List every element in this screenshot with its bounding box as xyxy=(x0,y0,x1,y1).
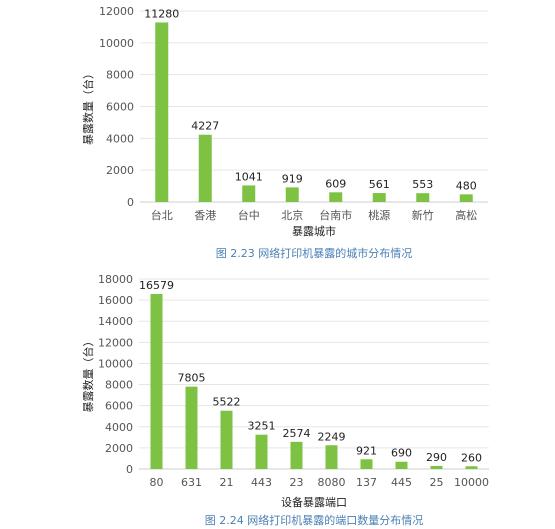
bar xyxy=(372,193,386,202)
bar xyxy=(155,22,169,203)
bar xyxy=(255,434,268,469)
x-tick-label: 台北 xyxy=(151,208,173,222)
data-label: 5522 xyxy=(213,396,241,409)
x-tick-label: 631 xyxy=(181,476,202,489)
data-label: 2249 xyxy=(318,430,346,443)
y-axis-label: 暴露数量（台） xyxy=(81,336,95,413)
data-label: 260 xyxy=(461,451,482,464)
data-label: 921 xyxy=(356,444,377,457)
bar xyxy=(430,465,443,469)
y-tick-label: 10000 xyxy=(98,357,133,370)
x-tick-label: 10000 xyxy=(454,476,489,489)
x-tick-label: 高松 xyxy=(455,208,477,222)
y-tick-label: 18000 xyxy=(98,273,133,286)
data-label: 11280 xyxy=(144,7,179,20)
figure-caption: 图 2.24 网络打印机暴露的端口数量分布情况 xyxy=(205,513,423,527)
y-tick-label: 4000 xyxy=(105,421,133,434)
y-tick-label: 4000 xyxy=(106,132,134,145)
x-tick-label: 8080 xyxy=(318,476,346,489)
x-axis-label: 暴露城市 xyxy=(292,224,336,238)
bar xyxy=(395,461,408,469)
x-tick-label: 25 xyxy=(430,476,444,489)
data-label: 1041 xyxy=(235,170,263,183)
bar xyxy=(185,386,198,469)
bar xyxy=(329,192,343,202)
x-tick-label: 137 xyxy=(356,476,377,489)
y-tick-label: 16000 xyxy=(98,294,133,307)
data-label: 919 xyxy=(282,172,303,185)
x-tick-label: 新竹 xyxy=(412,208,434,222)
y-tick-label: 14000 xyxy=(98,315,133,328)
x-tick-label: 香港 xyxy=(194,209,216,222)
data-label: 2574 xyxy=(283,427,311,440)
y-tick-label: 6000 xyxy=(105,400,133,413)
y-tick-label: 0 xyxy=(127,196,134,209)
y-tick-label: 12000 xyxy=(98,336,133,349)
bar xyxy=(150,293,163,469)
data-label: 690 xyxy=(391,447,412,460)
data-label: 16579 xyxy=(139,279,174,292)
x-tick-label: 23 xyxy=(290,476,304,489)
data-label: 480 xyxy=(456,179,477,192)
port-distribution-chart: 0 2000 4000 6000 8000 10000 12000 14000 16000 180… xyxy=(81,273,489,527)
figure-caption: 图 2.23 网络打印机暴露的城市分布情况 xyxy=(216,246,412,260)
x-tick-label: 桃源 xyxy=(368,208,390,222)
y-tick-label: 8000 xyxy=(105,379,133,392)
bar xyxy=(198,134,212,202)
city-distribution-chart: 0 2000 4000 6000 8000 10000 12000 11280 台北 4227 香港… xyxy=(81,5,488,260)
y-tick-label: 2000 xyxy=(105,442,133,455)
bar xyxy=(416,193,430,202)
y-tick-label: 12000 xyxy=(99,5,134,18)
bar xyxy=(459,194,473,202)
data-label: 3251 xyxy=(248,420,276,433)
y-tick-label: 8000 xyxy=(106,69,134,82)
y-tick-label: 0 xyxy=(126,463,133,476)
y-axis-label: 暴露数量（台） xyxy=(81,68,95,145)
y-tick-label: 2000 xyxy=(106,164,134,177)
x-tick-label: 445 xyxy=(391,476,412,489)
x-tick-label: 台中 xyxy=(238,208,260,222)
x-tick-label: 北京 xyxy=(281,208,303,222)
data-label: 7805 xyxy=(178,372,206,385)
bar xyxy=(290,441,303,469)
bar xyxy=(220,410,233,469)
data-label: 553 xyxy=(412,178,433,191)
x-tick-label: 台南市 xyxy=(319,208,352,222)
data-label: 4227 xyxy=(191,120,219,133)
x-tick-label: 21 xyxy=(220,476,234,489)
x-tick-label: 80 xyxy=(150,476,164,489)
bar xyxy=(465,466,478,469)
y-tick-label: 6000 xyxy=(106,101,134,114)
x-tick-label: 443 xyxy=(251,476,272,489)
y-tick-label: 10000 xyxy=(99,37,134,50)
data-label: 290 xyxy=(426,451,447,464)
data-label: 609 xyxy=(325,177,346,190)
bar xyxy=(325,445,338,469)
bar xyxy=(285,187,299,202)
x-axis-label: 设备暴露端口 xyxy=(281,495,347,509)
data-label: 561 xyxy=(369,178,390,191)
bar xyxy=(242,185,256,202)
bar xyxy=(360,459,373,469)
